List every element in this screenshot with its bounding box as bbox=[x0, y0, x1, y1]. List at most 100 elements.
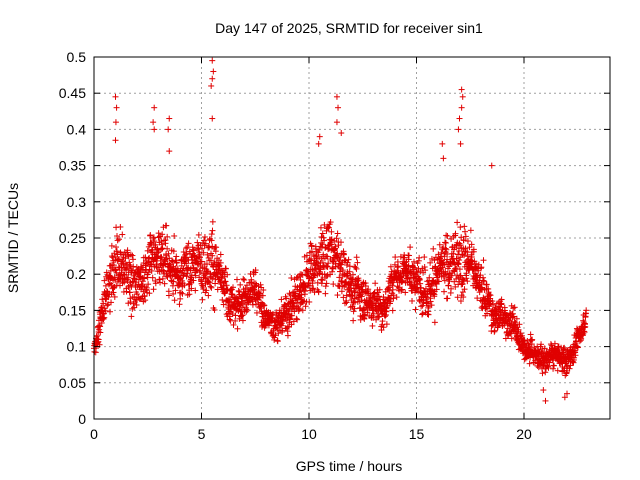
data-point bbox=[296, 288, 303, 295]
data-point bbox=[349, 271, 356, 278]
data-point bbox=[542, 397, 549, 404]
data-point bbox=[379, 318, 386, 325]
data-point bbox=[205, 278, 212, 285]
data-point bbox=[332, 243, 339, 250]
data-point bbox=[337, 268, 344, 275]
data-point bbox=[310, 285, 317, 292]
data-point bbox=[126, 289, 133, 296]
data-point bbox=[353, 254, 360, 261]
data-point bbox=[198, 258, 205, 265]
data-point bbox=[142, 254, 149, 261]
data-point bbox=[323, 273, 330, 280]
data-point bbox=[230, 321, 237, 328]
data-point bbox=[171, 232, 178, 239]
data-point bbox=[208, 284, 215, 291]
data-point bbox=[333, 119, 340, 126]
data-point bbox=[209, 252, 216, 259]
data-point bbox=[321, 221, 328, 228]
data-point bbox=[126, 261, 133, 268]
data-point bbox=[402, 289, 409, 296]
data-point bbox=[178, 289, 185, 296]
data-point bbox=[279, 327, 286, 334]
data-point bbox=[431, 319, 438, 326]
data-point bbox=[152, 280, 159, 287]
data-point bbox=[165, 126, 172, 133]
data-point bbox=[319, 230, 326, 237]
data-point bbox=[234, 325, 241, 332]
data-point bbox=[203, 287, 210, 294]
data-point bbox=[97, 329, 104, 336]
data-point bbox=[251, 287, 258, 294]
data-point bbox=[293, 315, 300, 322]
data-point bbox=[399, 278, 406, 285]
data-point bbox=[392, 254, 399, 261]
data-point bbox=[440, 155, 447, 162]
data-point bbox=[113, 248, 120, 255]
data-point bbox=[196, 254, 203, 261]
data-point bbox=[299, 307, 306, 314]
x-tick-label: 20 bbox=[516, 426, 532, 442]
data-point bbox=[146, 290, 153, 297]
data-point bbox=[338, 288, 345, 295]
data-point bbox=[399, 286, 406, 293]
data-point bbox=[102, 307, 109, 314]
data-point bbox=[118, 258, 125, 265]
data-point bbox=[404, 274, 411, 281]
data-point bbox=[284, 324, 291, 331]
data-point bbox=[213, 244, 220, 251]
data-point bbox=[308, 248, 315, 255]
data-point bbox=[201, 233, 208, 240]
data-point bbox=[206, 244, 213, 251]
data-point bbox=[158, 238, 165, 245]
data-point bbox=[221, 279, 228, 286]
data-point bbox=[103, 269, 110, 276]
y-tick-label: 0.5 bbox=[67, 49, 87, 65]
data-point bbox=[315, 289, 322, 296]
data-point bbox=[185, 240, 192, 247]
data-point bbox=[316, 133, 323, 140]
data-point bbox=[145, 269, 152, 276]
data-point bbox=[328, 228, 335, 235]
y-tick-label: 0.1 bbox=[67, 339, 87, 355]
data-point bbox=[297, 276, 304, 283]
data-point bbox=[145, 281, 152, 288]
data-point bbox=[114, 233, 121, 240]
data-point bbox=[95, 336, 102, 343]
data-point bbox=[312, 245, 319, 252]
data-point bbox=[324, 253, 331, 260]
y-tick-label: 0.35 bbox=[59, 158, 86, 174]
data-point bbox=[147, 232, 154, 239]
data-point bbox=[183, 260, 190, 267]
data-point bbox=[97, 323, 104, 330]
data-point bbox=[148, 261, 155, 268]
data-point bbox=[186, 291, 193, 298]
data-point bbox=[173, 259, 180, 266]
data-point bbox=[234, 276, 241, 283]
data-point bbox=[338, 130, 345, 137]
data-point bbox=[170, 248, 177, 255]
data-point bbox=[108, 242, 115, 249]
data-point bbox=[159, 275, 166, 282]
x-tick-label: 5 bbox=[198, 426, 206, 442]
data-point bbox=[122, 260, 129, 267]
data-point bbox=[456, 257, 463, 264]
data-point bbox=[199, 282, 206, 289]
data-point bbox=[459, 93, 466, 100]
data-point bbox=[151, 126, 158, 133]
data-point bbox=[183, 273, 190, 280]
data-point bbox=[217, 251, 224, 258]
data-point bbox=[165, 292, 172, 299]
x-tick-label: 15 bbox=[409, 426, 425, 442]
data-point bbox=[343, 299, 350, 306]
y-tick-label: 0.45 bbox=[59, 85, 86, 101]
data-point bbox=[455, 260, 462, 267]
data-point bbox=[144, 247, 151, 254]
data-point bbox=[296, 306, 303, 313]
data-point bbox=[375, 293, 382, 300]
data-point bbox=[358, 293, 365, 300]
data-point bbox=[394, 264, 401, 271]
data-point bbox=[125, 274, 132, 281]
y-tick-label: 0 bbox=[78, 411, 86, 427]
data-point bbox=[441, 288, 448, 295]
data-point bbox=[389, 307, 396, 314]
